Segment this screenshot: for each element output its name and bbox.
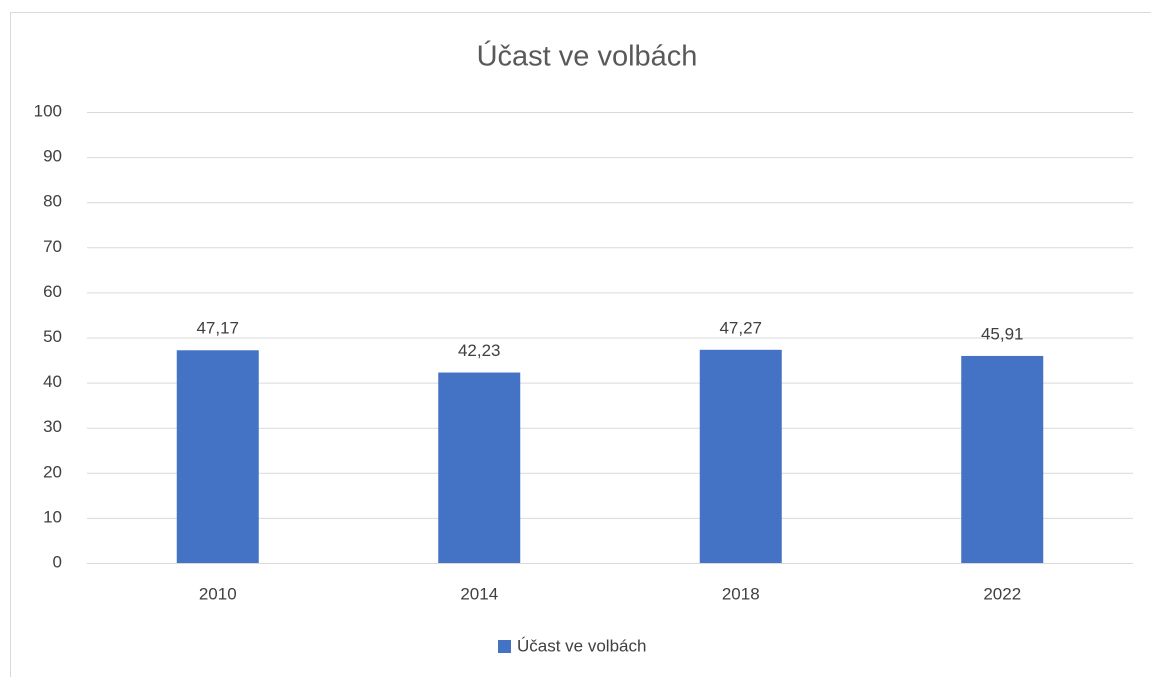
bar <box>961 355 1044 563</box>
y-tick-label: 30 <box>43 417 62 436</box>
bar <box>438 372 521 563</box>
y-tick-label: 10 <box>43 507 62 526</box>
legend-swatch <box>498 640 511 653</box>
x-tick-label: 2018 <box>722 584 760 603</box>
y-tick-label: 20 <box>43 462 62 481</box>
data-label: 45,91 <box>981 324 1024 343</box>
x-tick-label: 2010 <box>199 584 237 603</box>
data-label: 47,17 <box>196 319 239 338</box>
chart-title: Účast ve volbách <box>477 40 698 73</box>
y-tick-label: 100 <box>34 101 62 120</box>
x-tick-label: 2014 <box>460 584 498 603</box>
y-tick-label: 90 <box>43 147 62 166</box>
data-label: 42,23 <box>458 341 501 360</box>
data-label: 47,27 <box>719 318 762 337</box>
y-tick-label: 70 <box>43 237 62 256</box>
bar <box>699 349 782 563</box>
y-tick-label: 0 <box>53 552 62 571</box>
y-tick-label: 80 <box>43 192 62 211</box>
legend-label: Účast ve volbách <box>517 636 646 655</box>
y-tick-label: 60 <box>43 282 62 301</box>
y-tick-label: 40 <box>43 372 62 391</box>
y-tick-label: 50 <box>43 327 62 346</box>
bar <box>176 350 259 563</box>
x-tick-label: 2022 <box>983 584 1021 603</box>
